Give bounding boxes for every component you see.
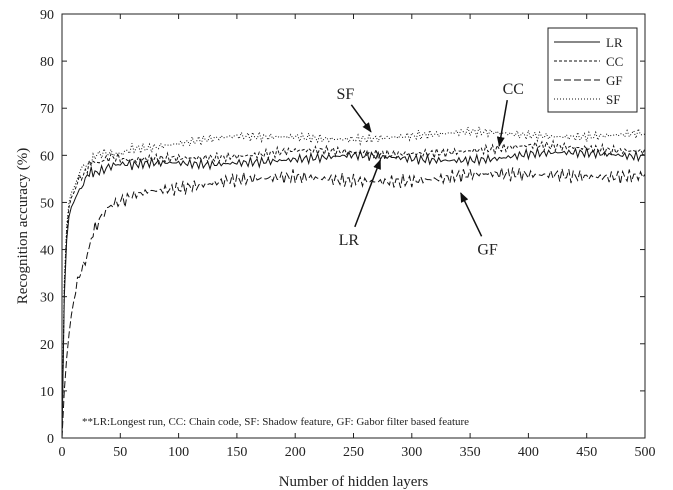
y-tick-label: 90 [40, 8, 54, 23]
y-tick-label: 70 [40, 102, 54, 117]
annotation-label-sf: SF [336, 86, 354, 103]
x-tick-label: 500 [635, 445, 656, 460]
y-axis-title: Recognition accuracy (%) [15, 148, 31, 305]
x-tick-label: 150 [226, 445, 247, 460]
x-tick-label: 450 [576, 445, 597, 460]
series-line-lr [61, 146, 646, 439]
x-tick-label: 100 [168, 445, 189, 460]
chart-footnote: **LR:Longest run, CC: Chain code, SF: Sh… [82, 416, 469, 428]
x-tick-label: 0 [59, 445, 66, 460]
series-layer [61, 124, 646, 439]
y-tick-label: 20 [40, 338, 54, 353]
y-tick-label: 80 [40, 55, 54, 70]
axis-layer: 0 50 100 150 200 250 300 350 400 450 500 0 10 20 30 40 5… [40, 8, 656, 460]
x-tick-label: 400 [518, 445, 539, 460]
x-tick-label: 50 [113, 445, 127, 460]
legend-box [547, 27, 638, 113]
annotation-label-gf: GF [477, 241, 498, 258]
x-tick-label: 350 [460, 445, 481, 460]
annotation-label-lr: LR [339, 232, 360, 249]
annotation-arrow-lr [354, 159, 382, 228]
y-tick-label: 40 [40, 244, 54, 259]
annotation-label-cc: CC [503, 81, 524, 98]
x-tick-label: 200 [285, 445, 306, 460]
series-line-gf [61, 167, 646, 439]
x-tick-label: 300 [401, 445, 422, 460]
legend: LR CC GF SF [547, 27, 638, 113]
legend-label-gf: GF [606, 73, 623, 88]
annotation-arrow-cc [496, 99, 508, 147]
legend-label-sf: SF [606, 92, 620, 107]
x-tick-label: 250 [343, 445, 364, 460]
series-line-cc [61, 139, 646, 439]
legend-label-lr: LR [606, 35, 623, 50]
annotation-layer: SF CC LR GF [336, 81, 523, 258]
y-tick-label: 60 [40, 149, 54, 164]
y-tick-label: 30 [40, 291, 54, 306]
y-tick-label: 0 [47, 432, 54, 447]
annotation-arrow-gf [460, 192, 483, 237]
y-tick-label: 50 [40, 196, 54, 211]
annotation-arrow-sf [350, 104, 372, 133]
x-axis-title: Number of hidden layers [279, 474, 429, 490]
y-tick-label: 10 [40, 385, 54, 400]
legend-label-cc: CC [606, 54, 623, 69]
